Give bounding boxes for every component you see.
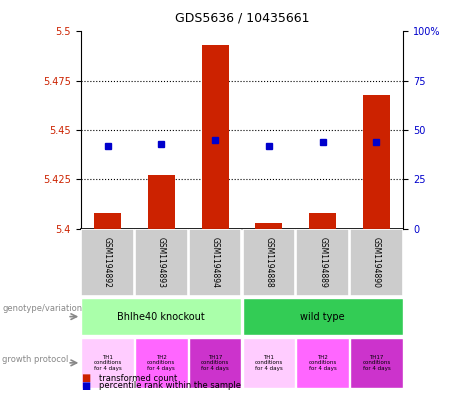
Text: TH2
conditions
for 4 days: TH2 conditions for 4 days <box>147 354 176 371</box>
Bar <box>255 223 282 229</box>
Bar <box>201 45 229 229</box>
Bar <box>81 230 134 296</box>
Text: Bhlhe40 knockout: Bhlhe40 knockout <box>118 312 205 321</box>
Bar <box>242 298 403 335</box>
Text: GSM1194890: GSM1194890 <box>372 237 381 288</box>
Bar <box>363 95 390 229</box>
Bar <box>189 230 242 296</box>
Bar <box>296 338 349 388</box>
Bar <box>94 213 121 229</box>
Text: genotype/variation: genotype/variation <box>2 304 83 313</box>
Bar <box>242 338 295 388</box>
Bar <box>309 213 336 229</box>
Text: wild type: wild type <box>301 312 345 321</box>
Text: GSM1194894: GSM1194894 <box>211 237 219 288</box>
Text: TH17
conditions
for 4 days: TH17 conditions for 4 days <box>201 354 229 371</box>
Bar <box>148 176 175 229</box>
Text: transformed count: transformed count <box>99 374 177 382</box>
Text: GSM1194888: GSM1194888 <box>265 237 273 288</box>
Bar <box>189 338 242 388</box>
Text: GSM1194893: GSM1194893 <box>157 237 166 288</box>
Text: TH2
conditions
for 4 days: TH2 conditions for 4 days <box>308 354 337 371</box>
Bar <box>242 230 295 296</box>
Text: TH17
conditions
for 4 days: TH17 conditions for 4 days <box>362 354 390 371</box>
Text: TH1
conditions
for 4 days: TH1 conditions for 4 days <box>94 354 122 371</box>
Bar <box>350 338 403 388</box>
Bar <box>135 230 188 296</box>
Bar <box>296 230 349 296</box>
Text: percentile rank within the sample: percentile rank within the sample <box>99 382 241 390</box>
Bar <box>135 338 188 388</box>
Text: growth protocol: growth protocol <box>2 355 69 364</box>
Text: ■: ■ <box>81 381 90 391</box>
Text: GSM1194889: GSM1194889 <box>318 237 327 288</box>
Bar <box>81 338 134 388</box>
Text: GSM1194892: GSM1194892 <box>103 237 112 288</box>
Bar <box>81 298 242 335</box>
Bar <box>350 230 403 296</box>
Text: TH1
conditions
for 4 days: TH1 conditions for 4 days <box>255 354 283 371</box>
Text: ■: ■ <box>81 373 90 383</box>
Text: GDS5636 / 10435661: GDS5636 / 10435661 <box>175 12 309 25</box>
